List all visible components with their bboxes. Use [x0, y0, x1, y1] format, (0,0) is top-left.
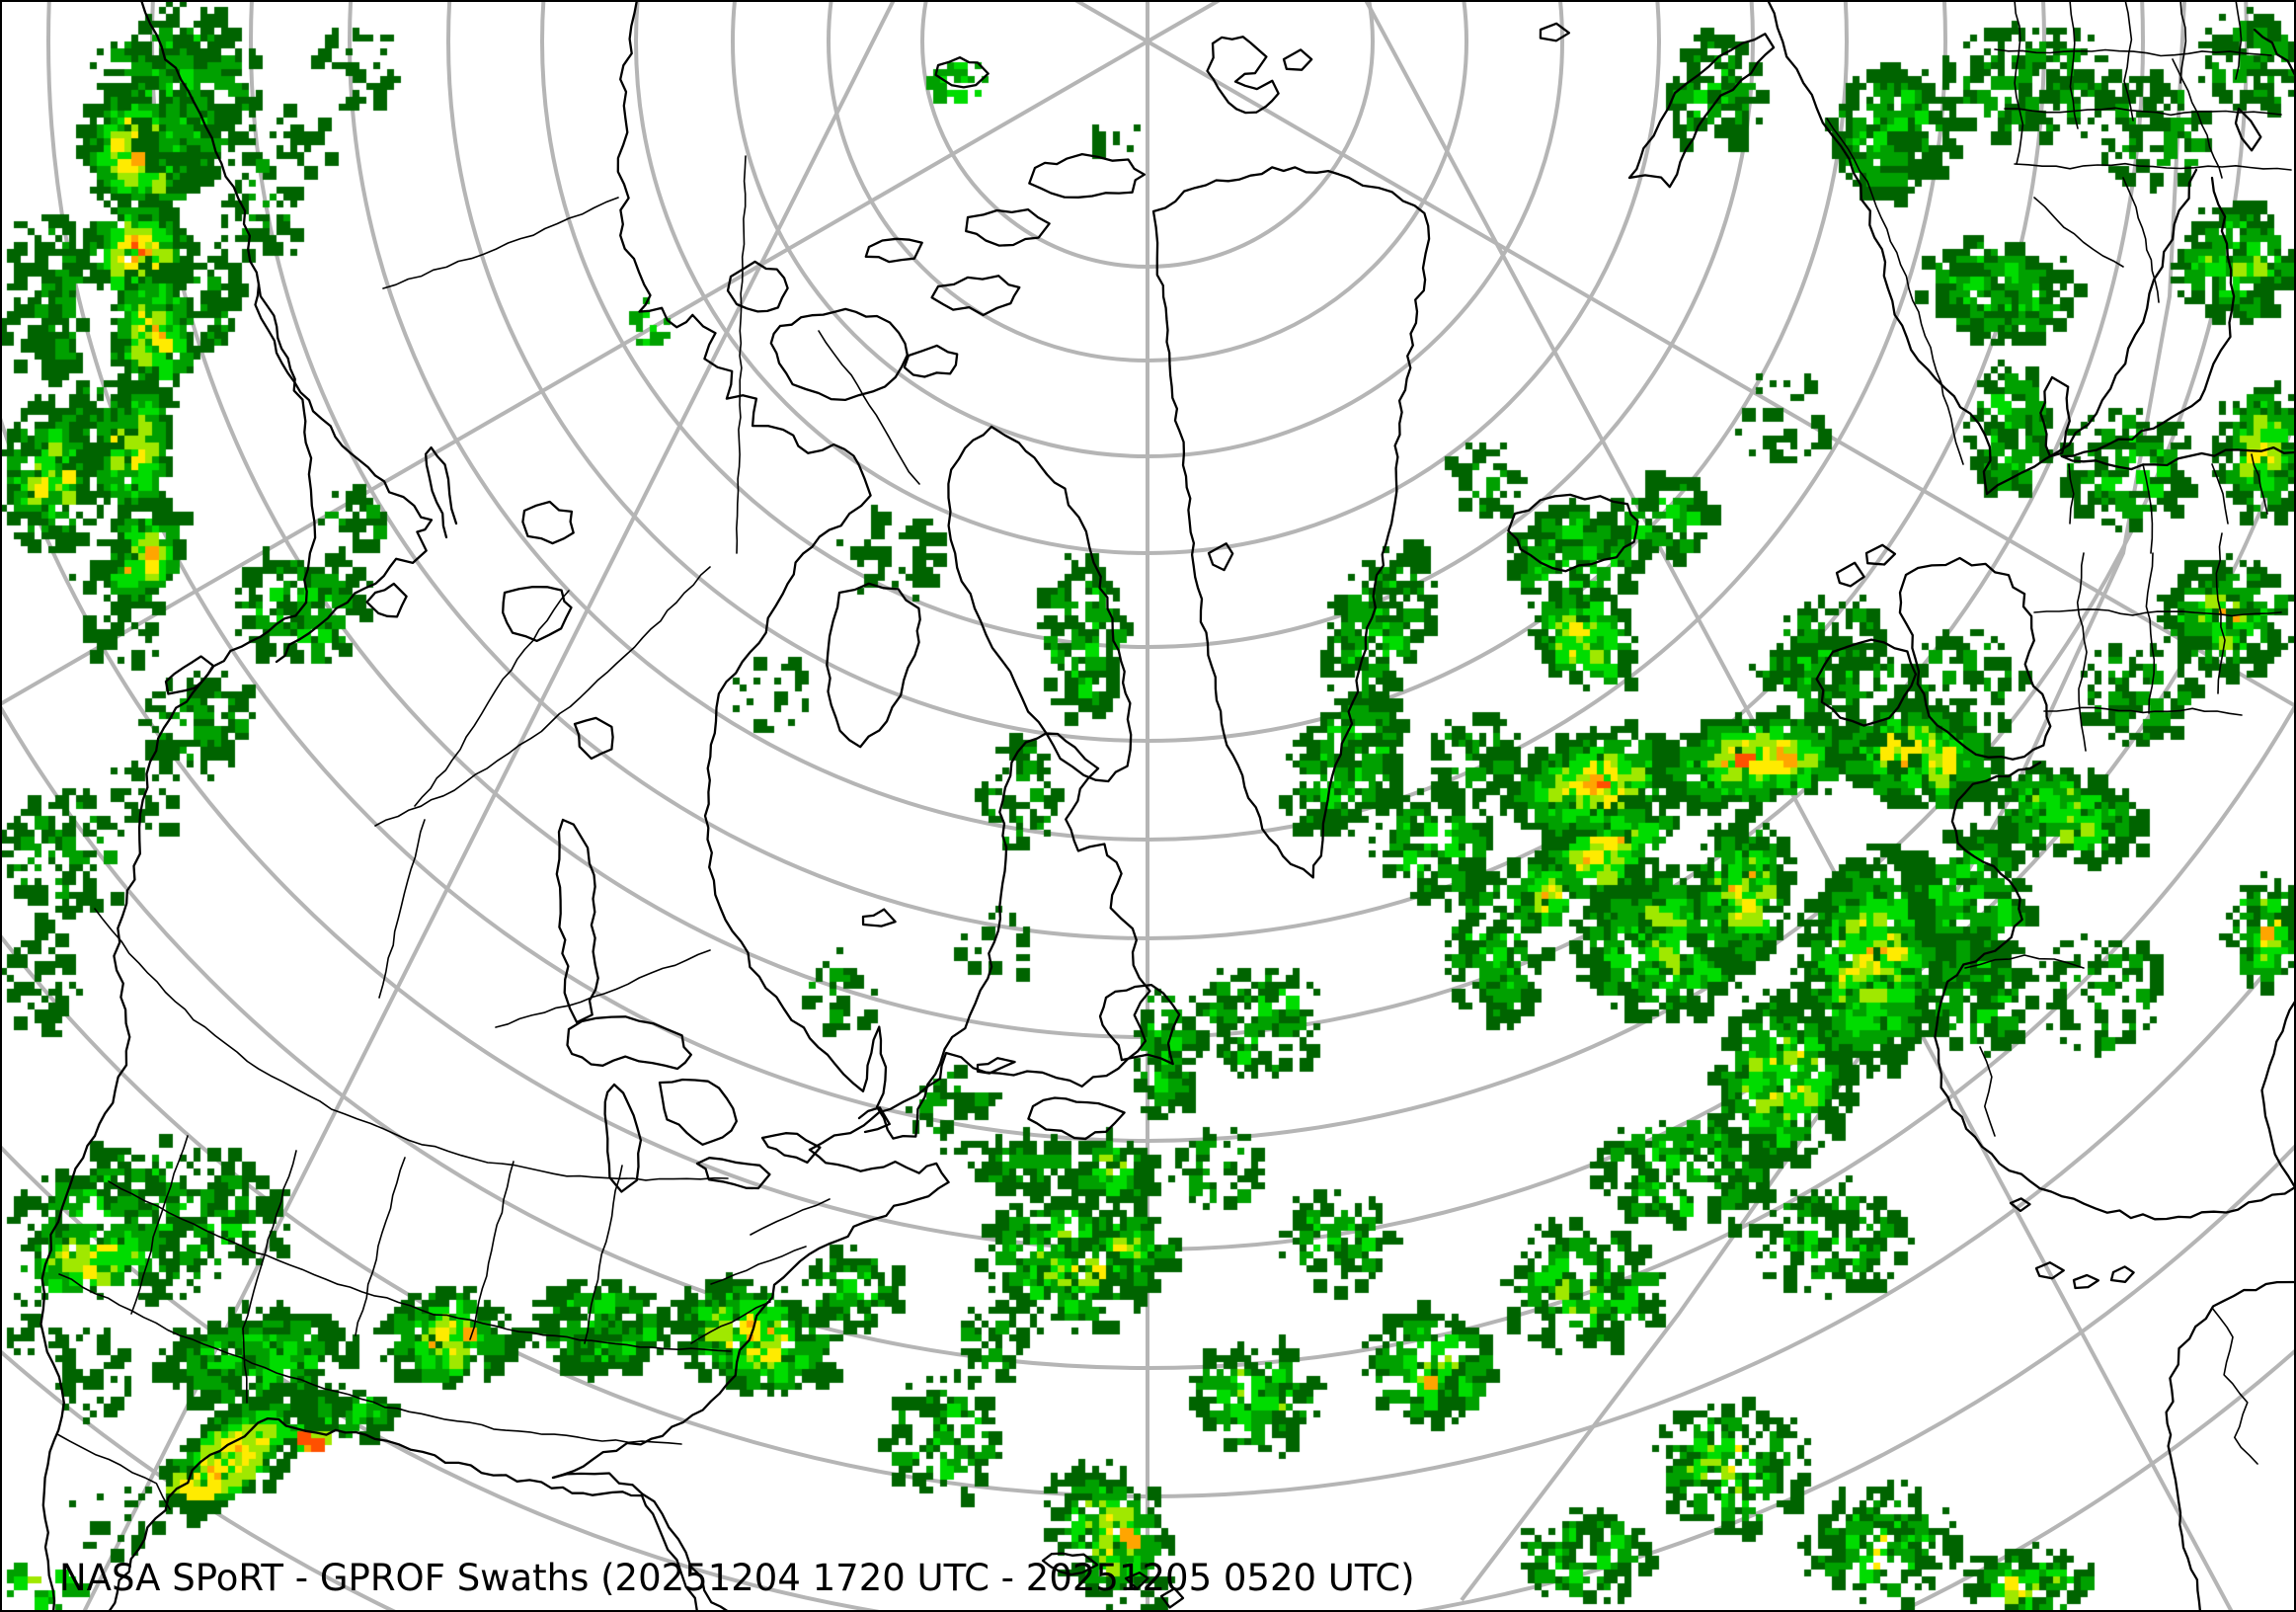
- map-caption: NASA SPoRT - GPROF Swaths (20251204 1720…: [59, 1557, 1415, 1599]
